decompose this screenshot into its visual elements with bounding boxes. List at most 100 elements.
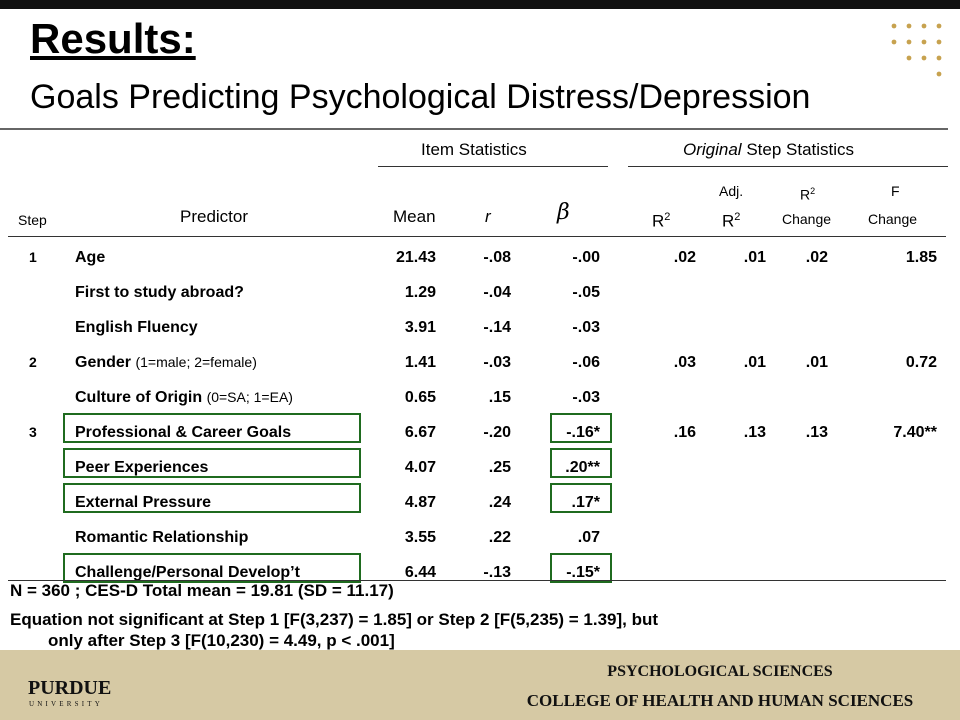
r-cell: -.14 <box>483 319 511 336</box>
table-row: Challenge/Personal Develop’t 6.44 -.13 -.15… <box>0 555 960 590</box>
adj-r2-cell: .01 <box>743 249 766 266</box>
beta-cell: -.15* <box>566 564 600 581</box>
predictor-cell: Gender (1=male; 2=female) <box>75 345 257 380</box>
dept-name-text: PSYCHOLOGICAL SCIENCES <box>607 663 833 680</box>
step-statistics-rule <box>628 166 948 167</box>
f-change-cell: 0.72 <box>905 354 937 371</box>
table-row: English Fluency 3.91 -.14 -.03 <box>0 310 960 345</box>
purdue-logo-subtext: UNIVERSITY <box>29 700 103 708</box>
decorative-dot <box>921 39 927 45</box>
footnote-sample: N = 360 ; CES-D Total mean = 19.81 (SD =… <box>10 581 394 600</box>
footer-bar <box>0 650 960 720</box>
decorative-dot <box>936 55 942 61</box>
mean-cell: 3.91 <box>404 319 436 336</box>
table-row: 3 Professional & Career Goals 6.67 -.20 -.16… <box>0 415 960 450</box>
title-divider <box>0 128 948 130</box>
r2-change-cell: .13 <box>805 424 828 441</box>
r2-cell: .02 <box>673 249 696 266</box>
mean-cell: 3.55 <box>404 529 436 546</box>
beta-cell: .17* <box>571 494 600 511</box>
dept-name: PSYCHOLOGICAL SCIENCES <box>500 663 940 681</box>
predictor-name: Gender <box>75 354 132 371</box>
table-row: Romantic Relationship 3.55 .22 .07 <box>0 520 960 555</box>
beta-cell: -.00 <box>572 249 600 266</box>
table-row: Peer Experiences 4.07 .25 .20** <box>0 450 960 485</box>
mean-cell: 1.41 <box>404 354 436 371</box>
predictor-cell: External Pressure <box>75 485 211 520</box>
col-step-header: Step <box>18 212 47 228</box>
original-word: Original <box>683 140 742 159</box>
col-predictor-header: Predictor <box>180 207 249 226</box>
table-row: Culture of Origin (0=SA; 1=EA) 0.65 .15 -.0… <box>0 380 960 415</box>
table-row: External Pressure 4.87 .24 .17* <box>0 485 960 520</box>
predictor-cell: Professional & Career Goals <box>75 415 291 450</box>
step-number: 2 <box>29 354 37 370</box>
col-r-header: r <box>485 207 491 226</box>
table-row: 1 Age 21.43 -.08 -.00 .02 .01 .02 1.85 <box>0 240 960 275</box>
predictor-cell: Age <box>75 240 105 275</box>
beta-cell: .20** <box>565 459 600 476</box>
beta-cell: -.03 <box>572 319 600 336</box>
decorative-dot <box>891 23 897 29</box>
predictor-name: Challenge/Personal Develop’t <box>75 564 300 581</box>
original-step-statistics-header: Original Step Statistics <box>683 140 854 160</box>
item-statistics-rule <box>378 166 608 167</box>
predictor-cell: Culture of Origin (0=SA; 1=EA) <box>75 380 293 415</box>
r-cell: .25 <box>488 459 511 476</box>
predictor-name: Romantic Relationship <box>75 529 249 546</box>
r-cell: -.20 <box>483 424 511 441</box>
r2-change-cell: .02 <box>805 249 828 266</box>
predictor-cell: First to study abroad? <box>75 275 244 310</box>
col-adj-label: Adj. <box>719 183 744 199</box>
col-mean-header: Mean <box>393 207 436 226</box>
decorative-dot <box>906 55 912 61</box>
predictor-name: Peer Experiences <box>75 459 209 476</box>
predictor-name: Age <box>75 249 106 266</box>
r2-change-cell: .01 <box>805 354 828 371</box>
f-change-cell: 1.85 <box>905 249 937 266</box>
predictor-cell: Peer Experiences <box>75 450 208 485</box>
beta-cell: -.16* <box>566 424 600 441</box>
col-fchange-f: F <box>891 183 900 199</box>
beta-cell: -.05 <box>572 284 600 301</box>
r-cell: -.08 <box>483 249 511 266</box>
predictor-cell: English Fluency <box>75 310 198 345</box>
mean-cell: 4.87 <box>404 494 436 511</box>
decorative-dot <box>891 39 897 45</box>
purdue-logo-text: PURDUE <box>28 677 111 699</box>
predictor-cell: Romantic Relationship <box>75 520 248 555</box>
r-cell: -.03 <box>483 354 511 371</box>
beta-cell: -.06 <box>572 354 600 371</box>
slide-subtitle: Goals Predicting Psychological Distress/… <box>30 78 811 116</box>
mean-cell: 4.07 <box>404 459 436 476</box>
decorative-dot <box>936 71 942 77</box>
table-row: 2 Gender (1=male; 2=female) 1.41 -.03 -.06 .0… <box>0 345 960 380</box>
decorative-dot <box>936 39 942 45</box>
predictor-cell: Challenge/Personal Develop’t <box>75 555 300 590</box>
item-statistics-header: Item Statistics <box>421 140 527 159</box>
mean-cell: 1.29 <box>404 284 436 301</box>
mean-cell: 6.67 <box>404 424 436 441</box>
predictor-name: Professional & Career Goals <box>75 424 292 441</box>
r2-superscript: 2 <box>664 211 671 223</box>
top-bar <box>0 0 960 9</box>
step-number: 3 <box>29 424 37 440</box>
r2-label: R <box>652 211 665 231</box>
col-fchange-label: Change <box>868 211 918 227</box>
footnote-equation: Equation not significant at Step 1 [F(3,… <box>10 610 659 629</box>
col-beta-header: β <box>557 200 570 225</box>
table-row: First to study abroad? 1.29 -.04 -.05 <box>0 275 960 310</box>
r2-cell: .16 <box>673 424 696 441</box>
step-number: 1 <box>29 249 37 265</box>
predictor-coding-note: (0=SA; 1=EA) <box>206 389 293 405</box>
r2change-label: R <box>800 186 811 203</box>
r-cell: .15 <box>488 389 511 406</box>
decorative-dot <box>906 23 912 29</box>
table-bottom-rule <box>8 580 946 581</box>
decorative-dot <box>906 39 912 45</box>
decorative-dots <box>891 23 942 77</box>
col-r2change-r2: R2 <box>800 181 815 205</box>
beta-cell: -.03 <box>572 389 600 406</box>
footnote-equation-cont: only after Step 3 [F(10,230) = 4.49, p <… <box>48 631 395 650</box>
college-name-text: COLLEGE OF HEALTH AND HUMAN SCIENCES <box>526 691 914 710</box>
